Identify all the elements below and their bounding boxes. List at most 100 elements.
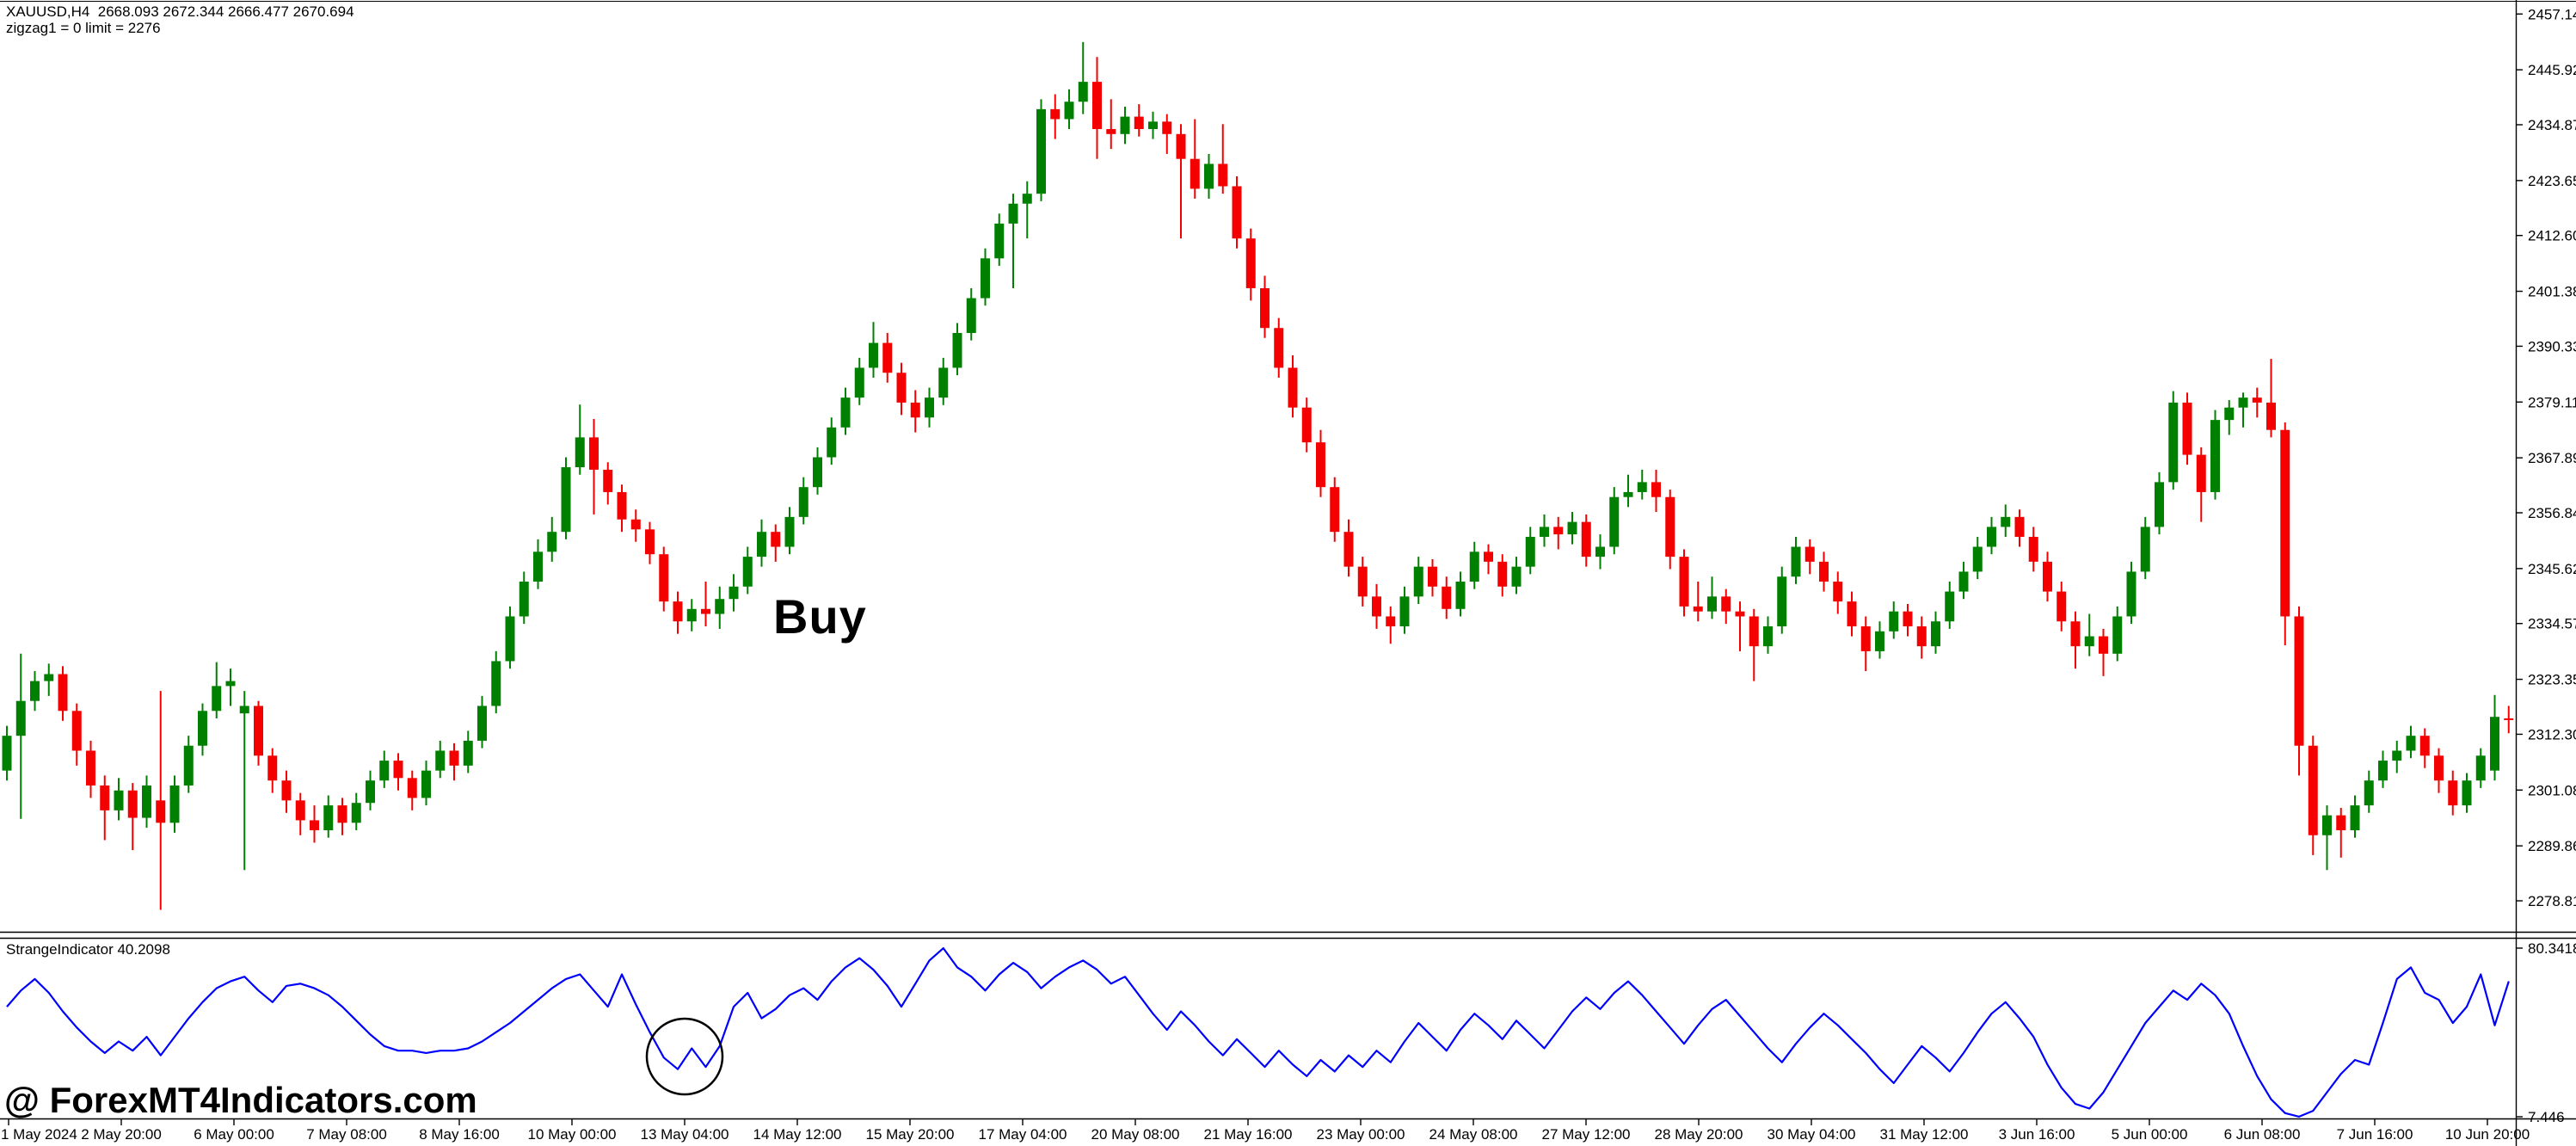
candle-body — [603, 469, 613, 492]
indicator-title-readout: StrangeIndicator 40.2098 — [6, 941, 170, 958]
candle-body — [2392, 750, 2402, 761]
candle-body — [127, 790, 138, 818]
candle-body — [1357, 566, 1368, 597]
candle-body — [1372, 596, 1381, 617]
candle-body — [169, 785, 180, 823]
candle-body — [1442, 586, 1452, 609]
indicator-params-readout: zigzag1 = 0 limit = 2276 — [6, 20, 161, 36]
price-axis-label: 2412.600 — [2528, 228, 2576, 244]
candle-body — [938, 367, 949, 398]
candle-body — [2056, 591, 2067, 622]
candle-body — [2378, 761, 2388, 781]
candle-body — [30, 681, 40, 701]
time-axis-label: 31 May 12:00 — [1879, 1126, 1968, 1143]
time-axis-label: 15 May 20:00 — [865, 1126, 954, 1143]
candle-body — [393, 761, 403, 779]
candle-body — [1162, 121, 1172, 134]
indicator-panel[interactable] — [0, 939, 2516, 1118]
candle-body — [463, 740, 473, 766]
candle-body — [1455, 581, 1466, 609]
price-axis-label: 2401.380 — [2528, 284, 2576, 300]
time-axis-label: 2 May 20:00 — [81, 1126, 162, 1143]
symbol-ohlc-readout: XAUUSD,H4 2668.093 2672.344 2666.477 267… — [6, 3, 354, 20]
time-axis-label: 1 May 2024 — [1, 1126, 77, 1143]
candle-body — [1036, 108, 1046, 194]
candle-body — [2001, 516, 2011, 527]
candle-body — [2168, 402, 2179, 483]
candle-body — [1525, 536, 1535, 567]
time-axis-label: 28 May 20:00 — [1654, 1126, 1743, 1143]
candle-body — [2028, 536, 2038, 562]
candle-body — [1735, 611, 1745, 617]
candle-body — [1274, 328, 1284, 368]
candle-body — [2210, 420, 2220, 492]
candle-body — [617, 491, 627, 520]
candle-body — [854, 367, 864, 398]
candle-body — [254, 705, 263, 756]
price-axis-label: 2345.620 — [2528, 561, 2576, 577]
candle-body — [882, 342, 893, 373]
candle-body — [1707, 596, 1717, 612]
candle-body — [1190, 158, 1200, 189]
candle-body — [2448, 780, 2458, 806]
candle-body — [1791, 546, 1801, 577]
candle-body — [2308, 745, 2318, 835]
candle-body — [1497, 561, 1508, 587]
candle-body — [673, 601, 683, 622]
candle-body — [379, 761, 390, 781]
candle-body — [1693, 606, 1703, 612]
candle-body — [952, 332, 962, 368]
time-axis-label: 8 May 16:00 — [419, 1126, 500, 1143]
candle-body — [239, 705, 249, 714]
indicator-axis-label: 80.3418 — [2528, 940, 2576, 957]
candle-body — [813, 457, 822, 488]
candle-body — [1148, 121, 1158, 130]
candle-body — [1050, 108, 1061, 120]
time-axis-label: 27 May 12:00 — [1541, 1126, 1630, 1143]
candle-body — [533, 551, 543, 582]
candle-body — [1134, 116, 1144, 130]
candle-body — [2350, 805, 2360, 830]
candle-body — [1916, 626, 1927, 647]
candle-body — [2280, 429, 2290, 617]
candle-body — [840, 397, 851, 428]
candle-body — [1945, 591, 1955, 622]
candle-body — [477, 705, 487, 741]
candle-body — [2322, 815, 2332, 835]
candle-body — [771, 532, 781, 547]
candle-body — [2406, 736, 2416, 751]
candle-body — [1567, 521, 1577, 535]
time-axis-label: 17 May 04:00 — [978, 1126, 1067, 1143]
candle-body — [1413, 566, 1423, 597]
candle-body — [966, 298, 976, 333]
candle-body — [100, 785, 110, 810]
candle-body — [981, 258, 990, 299]
time-axis-label: 14 May 12:00 — [753, 1126, 841, 1143]
candle-body — [491, 661, 501, 706]
time-axis-label: 7 Jun 16:00 — [2337, 1126, 2413, 1143]
candle-body — [2, 736, 12, 771]
candle-body — [827, 427, 837, 458]
buy-annotation: Buy — [773, 589, 867, 644]
candle-body — [267, 755, 278, 781]
candle-body — [2419, 736, 2430, 756]
candle-body — [86, 750, 95, 786]
candle-body — [323, 805, 334, 830]
candle-body — [1763, 626, 1773, 647]
candle-body — [2294, 616, 2304, 746]
candle-body — [561, 467, 571, 533]
candle-body — [1749, 616, 1759, 647]
time-axis-label: 24 May 08:00 — [1429, 1126, 1517, 1143]
candle-body — [2196, 454, 2206, 492]
price-axis-label: 2367.890 — [2528, 450, 2576, 466]
candle-body — [1987, 527, 1996, 547]
candle-body — [1804, 546, 1815, 562]
candle-body — [2126, 571, 2136, 617]
candle-body — [366, 780, 375, 804]
price-axis-label: 2312.300 — [2528, 726, 2576, 742]
candle-body — [351, 803, 361, 823]
candle-body — [547, 532, 557, 552]
main-chart-panel[interactable] — [0, 0, 2516, 932]
